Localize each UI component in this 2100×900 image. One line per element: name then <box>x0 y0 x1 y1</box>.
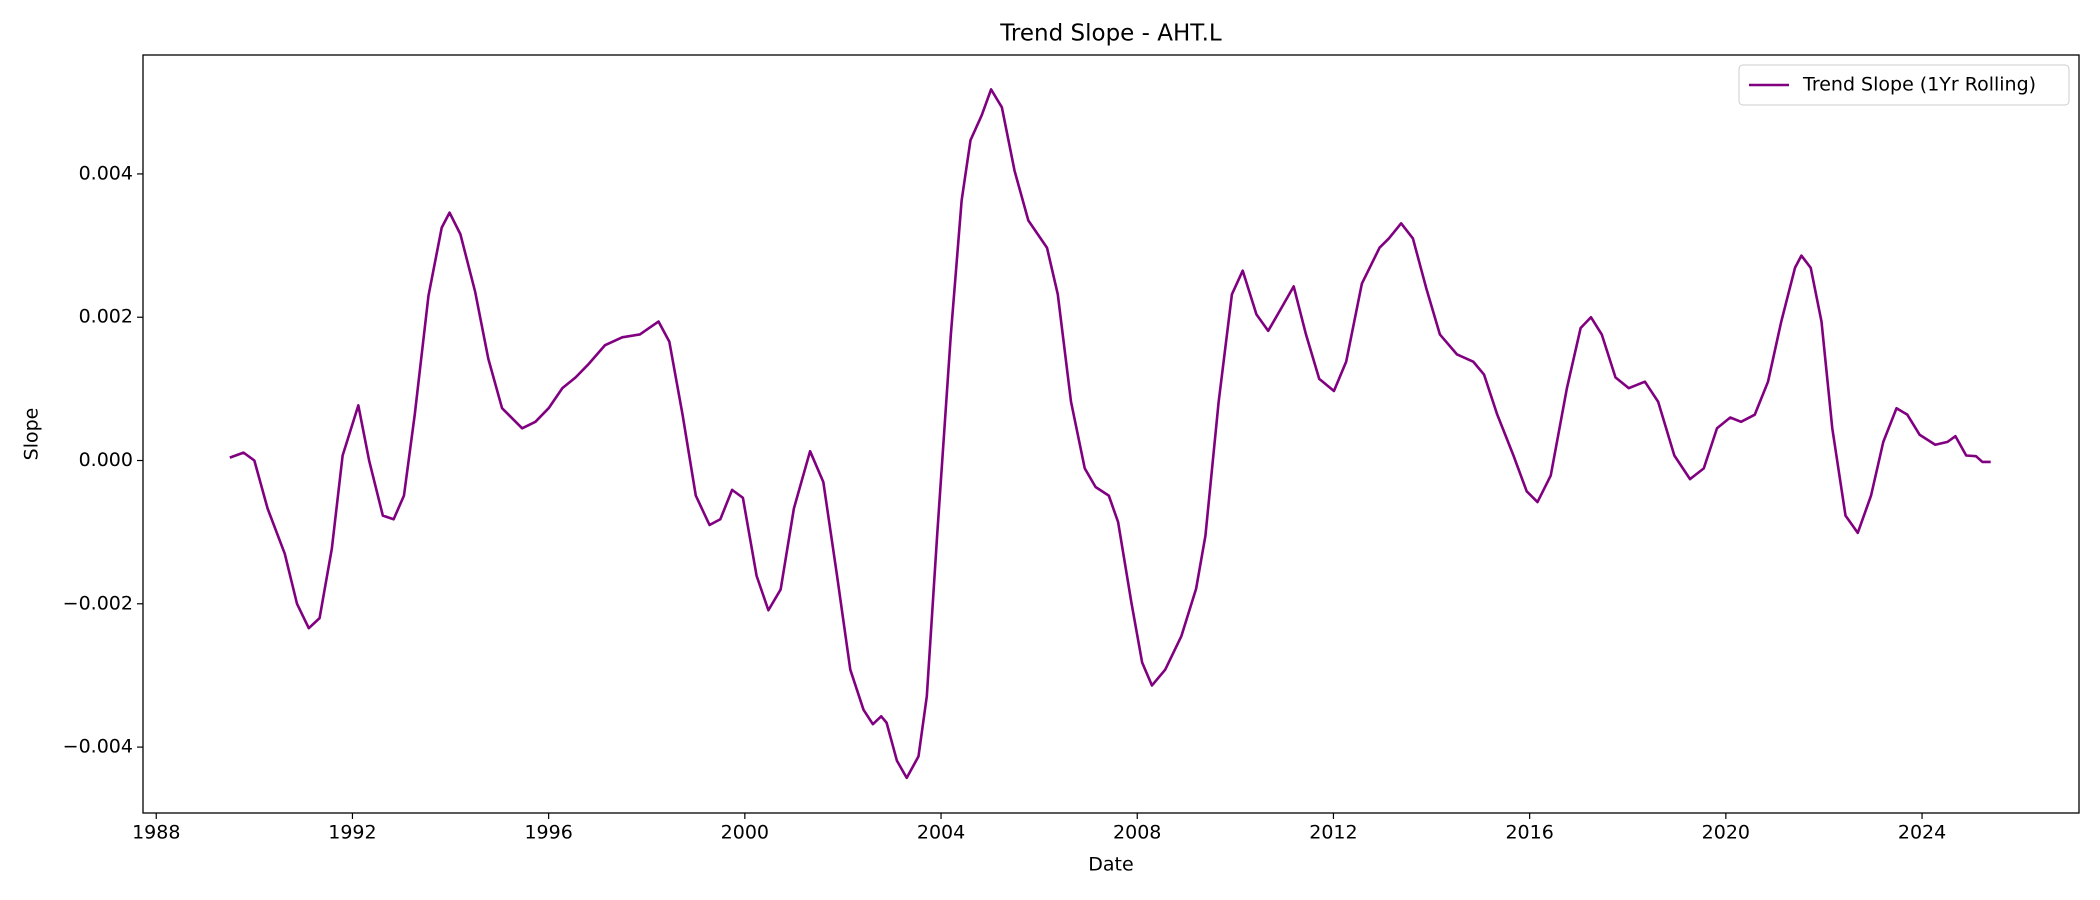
chart-title: Trend Slope - AHT.L <box>999 21 1222 47</box>
x-tick-label: 1988 <box>132 822 180 844</box>
y-axis-label: Slope <box>21 408 43 461</box>
y-tick-label: −0.002 <box>63 592 133 614</box>
legend-label: Trend Slope (1Yr Rolling) <box>1802 74 2036 96</box>
x-axis-label: Date <box>1088 854 1133 876</box>
x-tick-label: 1996 <box>524 822 572 844</box>
x-tick-label: 2020 <box>1702 822 1750 844</box>
y-tick-label: 0.004 <box>79 162 133 184</box>
y-tick-label: −0.004 <box>63 736 133 758</box>
x-tick-label: 2000 <box>721 822 769 844</box>
x-tick-label: 2004 <box>917 822 965 844</box>
x-tick-label: 1992 <box>328 822 376 844</box>
y-tick-label: 0.000 <box>79 449 133 471</box>
y-tick-label: 0.002 <box>79 306 133 328</box>
x-tick-label: 2012 <box>1309 822 1357 844</box>
plot-frame <box>142 54 2080 814</box>
x-tick-label: 2016 <box>1505 822 1553 844</box>
line-series <box>229 88 1991 780</box>
x-tick-label: 2008 <box>1113 822 1161 844</box>
x-tick-label: 2024 <box>1898 822 1946 844</box>
legend-box <box>1738 64 2070 106</box>
